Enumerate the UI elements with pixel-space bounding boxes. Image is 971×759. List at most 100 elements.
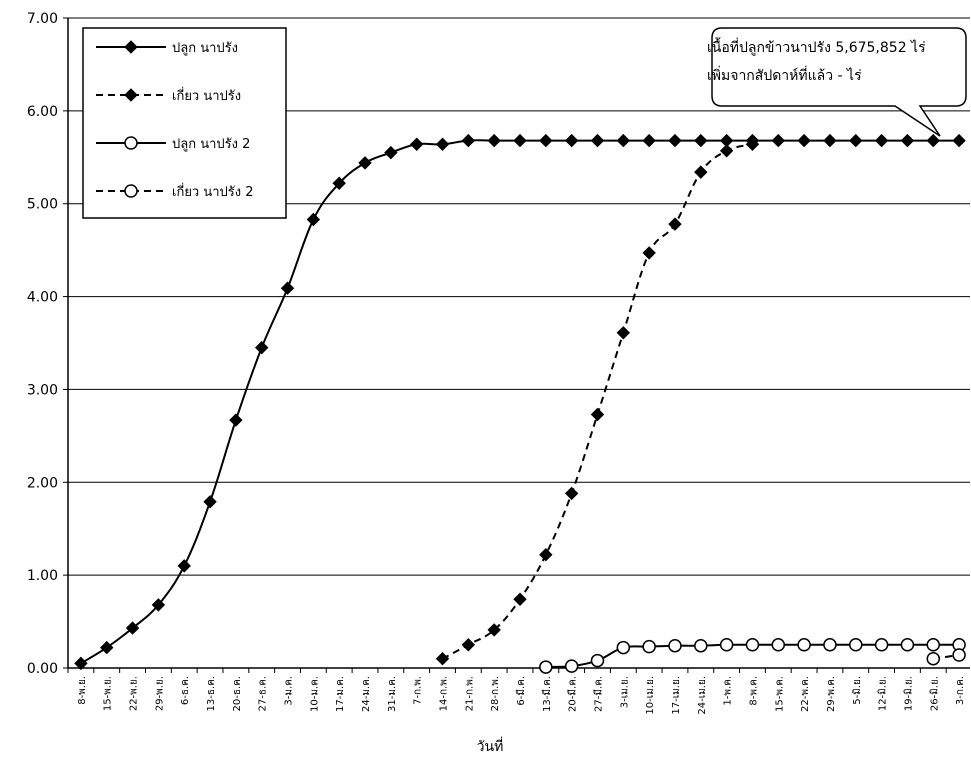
data-point xyxy=(745,638,760,652)
data-point xyxy=(694,165,708,179)
y-tick-label: 1.00 xyxy=(27,568,58,584)
x-tick-label: 15-พ.ย. xyxy=(103,676,114,711)
data-point xyxy=(719,144,734,158)
y-tick-label: 6.00 xyxy=(27,104,58,120)
data-point xyxy=(668,217,682,231)
data-point xyxy=(435,137,450,151)
x-tick-label: 8-พ.ค. xyxy=(748,676,759,706)
x-tick-label: 20-ธ.ค. xyxy=(232,676,243,711)
data-point xyxy=(435,652,450,666)
data-point xyxy=(539,133,553,148)
x-tick-label: 5-มิ.ย. xyxy=(852,676,863,705)
legend-entry: เกี่ยว นาปรัง xyxy=(96,87,241,104)
x-tick-label: 6-ธ.ค. xyxy=(180,676,191,705)
legend-marker xyxy=(124,40,138,54)
y-tick-label: 3.00 xyxy=(27,382,58,398)
data-point xyxy=(151,598,166,612)
x-tick-label: 3-ก.ค. xyxy=(955,676,966,705)
data-point xyxy=(952,133,966,148)
data-point xyxy=(255,340,269,355)
x-tick-label: 28-ก.พ. xyxy=(490,676,501,711)
x-tick-label: 8-พ.ย. xyxy=(77,676,88,705)
data-point xyxy=(306,212,321,227)
data-point xyxy=(797,638,811,652)
legend-label: ปลูก นาปรัง 2 xyxy=(172,137,250,152)
x-tick-label: 7-ก.พ. xyxy=(413,676,424,705)
data-point xyxy=(332,176,346,190)
x-tick-label: 22-พ.ค. xyxy=(800,676,811,712)
x-tick-label: 12-มิ.ย. xyxy=(878,676,889,711)
data-point xyxy=(745,137,760,151)
data-point xyxy=(694,133,708,148)
data-point xyxy=(539,548,553,562)
legend-marker xyxy=(124,184,138,198)
legend-entry: ปลูก นาปรัง 2 xyxy=(96,136,250,152)
data-point xyxy=(100,640,114,655)
x-tick-label: 17-เม.ย. xyxy=(671,676,682,715)
legend-marker xyxy=(124,88,138,102)
legend-marker xyxy=(124,136,138,150)
callout-box xyxy=(711,27,967,137)
data-point xyxy=(564,133,579,148)
data-point xyxy=(668,133,682,148)
data-point xyxy=(874,638,889,652)
data-point xyxy=(694,638,708,653)
axes xyxy=(63,17,970,673)
data-point xyxy=(926,651,941,666)
data-point xyxy=(797,133,811,148)
data-point xyxy=(719,638,734,652)
data-point xyxy=(384,145,398,160)
x-tick-label: 19-มิ.ย. xyxy=(903,676,914,711)
data-point xyxy=(590,653,605,668)
x-tick-label: 29-พ.ค. xyxy=(826,676,837,712)
legend: ปลูก นาปรังเกี่ยว นาปรังปลูก นาปรัง 2 เกี… xyxy=(82,27,287,219)
x-tick-label: 3-เม.ย. xyxy=(619,676,630,708)
data-point xyxy=(642,639,656,654)
data-point xyxy=(952,648,966,662)
data-point xyxy=(229,413,243,427)
x-tick-label: 1-พ.ค. xyxy=(723,676,734,706)
x-tick-label: 21-ก.พ. xyxy=(464,676,475,711)
data-point xyxy=(590,407,605,422)
callout-line-2: เพิ่มจากสัปดาห์ที่แล้ว - ไร่ xyxy=(707,66,862,84)
x-tick-label: 6-มี.ค. xyxy=(515,676,527,706)
series-2 xyxy=(435,137,760,666)
x-tick-label: 10-ม.ค. xyxy=(309,676,320,712)
y-tick-label: 5.00 xyxy=(27,197,58,213)
series-1 xyxy=(74,133,966,671)
data-point xyxy=(125,621,140,635)
data-point xyxy=(461,133,476,148)
y-tick-label: 0.00 xyxy=(27,661,58,677)
callout: เนื้อที่ปลูกข้าวนาปรัง 5,675,852 ไร่ เพิ… xyxy=(707,27,967,137)
legend-box xyxy=(82,27,287,219)
x-tick-label: 13-ธ.ค. xyxy=(206,676,217,711)
x-tick-label: 31-ม.ค. xyxy=(387,676,398,712)
data-point xyxy=(616,640,631,655)
data-point xyxy=(926,133,940,148)
data-point xyxy=(409,137,424,151)
x-tick-label: 26-มิ.ย. xyxy=(929,676,940,711)
data-point xyxy=(539,660,553,674)
legend-label: เกี่ยว นาปรัง xyxy=(172,87,241,104)
data-point xyxy=(849,638,863,652)
data-point xyxy=(513,133,527,148)
data-point xyxy=(771,133,785,148)
data-point xyxy=(616,133,631,148)
data-point xyxy=(590,133,605,148)
data-point xyxy=(771,638,786,652)
x-axis-title: วันที่ xyxy=(477,737,504,755)
series-line xyxy=(442,143,753,660)
y-tick-labels: 0.00 1.00 2.00 3.00 4.00 5.00 6.00 7.00 xyxy=(27,11,58,677)
data-point xyxy=(280,281,295,295)
data-point xyxy=(849,133,863,148)
data-point xyxy=(564,659,579,673)
x-tick-label: 24-เม.ย. xyxy=(697,676,708,715)
data-point xyxy=(74,656,88,671)
x-tick-label: 14-ก.พ. xyxy=(439,676,450,711)
data-point xyxy=(823,638,837,652)
legend-entry: เกี่ยว นาปรัง 2 xyxy=(96,183,254,200)
data-point xyxy=(900,133,915,148)
x-tick-label: 17-ม.ค. xyxy=(335,676,346,712)
callout-line-1: เนื้อที่ปลูกข้าวนาปรัง 5,675,852 ไร่ xyxy=(707,37,926,56)
